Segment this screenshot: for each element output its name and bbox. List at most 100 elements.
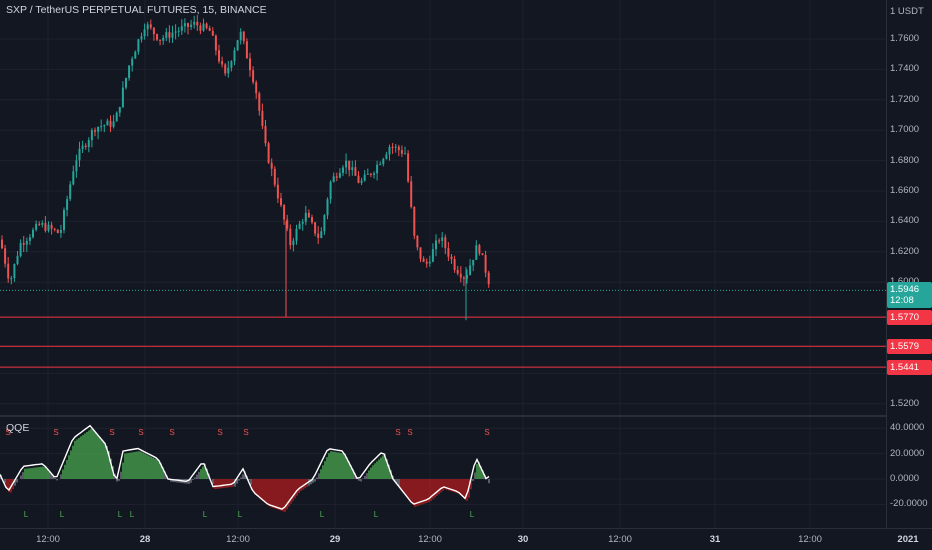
- candle-body: [351, 167, 354, 171]
- candle-body: [146, 24, 149, 30]
- candle-body: [338, 172, 341, 178]
- candle-body: [214, 35, 217, 51]
- sell-signal-marker: S: [395, 428, 400, 437]
- time-tick-label: 30: [517, 534, 529, 545]
- candle-body: [264, 126, 267, 144]
- candle-body: [35, 223, 38, 230]
- time-tick-label: 2021: [897, 534, 919, 545]
- price-tick-label: 1.7400: [890, 63, 920, 75]
- candle-body: [199, 25, 202, 31]
- candle-body: [202, 23, 205, 31]
- candle-body: [475, 245, 478, 260]
- price-pane[interactable]: [0, 0, 886, 416]
- buy-signal-marker: L: [118, 510, 123, 519]
- candle-body: [140, 36, 143, 40]
- qqe-tick-label: 0.0000: [890, 473, 920, 484]
- candle-body: [249, 58, 251, 71]
- symbol-legend: SXP / TetherUS PERPETUAL FUTURES, 15, BI…: [6, 4, 267, 16]
- candle-body: [87, 140, 90, 148]
- candle-body: [190, 24, 193, 28]
- candle-body: [273, 168, 276, 185]
- candle-body: [481, 253, 484, 256]
- price-tick-label: 1.6800: [890, 154, 920, 166]
- candle-body: [236, 40, 239, 51]
- qqe-pane[interactable]: S S S S S S S S S SL L L L L L L L L: [0, 417, 886, 528]
- pane-divider[interactable]: [0, 415, 932, 417]
- candle-body: [419, 247, 422, 259]
- candle-body: [301, 221, 304, 224]
- candle-body: [348, 160, 351, 171]
- candle-body: [484, 255, 487, 273]
- candle-body: [218, 50, 220, 62]
- candle-body: [431, 249, 434, 262]
- sell-signal-marker: S: [138, 428, 143, 437]
- candle-body: [16, 256, 19, 265]
- sell-signal-marker: S: [217, 428, 222, 437]
- candle-body: [261, 110, 264, 127]
- candle-body: [19, 243, 22, 257]
- qqe-tick-label: 40.0000: [890, 422, 925, 434]
- candle-body: [385, 154, 388, 159]
- candle-body: [4, 248, 7, 264]
- candle-body: [47, 224, 50, 231]
- qqe-line: [0, 424, 490, 510]
- candle-body: [90, 130, 93, 141]
- candle-body: [298, 223, 301, 229]
- candle-body: [280, 198, 282, 206]
- time-axis[interactable]: [0, 528, 932, 550]
- candle-body: [314, 222, 317, 234]
- candle-body: [478, 245, 481, 254]
- candle-body: [459, 273, 462, 278]
- level-price-tag: 1.5441: [887, 360, 932, 376]
- candle-body: [211, 30, 214, 36]
- candle-body: [109, 120, 112, 127]
- candle-body: [118, 106, 121, 113]
- candle-body: [128, 65, 131, 79]
- candle-body: [245, 41, 248, 59]
- candle-body: [276, 184, 279, 199]
- candle-body: [224, 64, 227, 74]
- candle-body: [323, 215, 326, 232]
- candle-body: [394, 146, 397, 148]
- candle-body: [152, 27, 155, 35]
- candle-body: [357, 175, 360, 183]
- buy-signal-marker: L: [24, 510, 29, 519]
- sell-signal-marker: S: [5, 428, 10, 437]
- candle-body: [1, 239, 3, 249]
- candle-body: [41, 223, 44, 225]
- candle-body: [125, 78, 127, 88]
- candle-body: [376, 164, 379, 174]
- time-tick-label: 12:00: [226, 534, 250, 545]
- candle-body: [10, 278, 13, 280]
- candle-body: [162, 37, 165, 41]
- candle-body: [81, 145, 84, 149]
- candle-body: [453, 259, 456, 270]
- candle-body: [22, 243, 25, 245]
- candle-body: [329, 181, 332, 200]
- candle-body: [373, 173, 375, 175]
- candle-body: [332, 176, 335, 182]
- candle-body: [447, 248, 450, 257]
- candle-body: [404, 153, 406, 155]
- candle-body: [69, 184, 72, 200]
- candle-body: [156, 34, 158, 40]
- candle-body: [230, 61, 233, 68]
- price-tick-label: 1.6400: [890, 215, 920, 227]
- candle-body: [320, 231, 323, 238]
- current-price-tag: 1.5946 12:08: [887, 282, 932, 309]
- candle-body: [388, 146, 391, 155]
- sell-signal-marker: S: [169, 428, 174, 437]
- time-tick-label: 12:00: [36, 534, 60, 545]
- candle-body: [335, 176, 338, 178]
- candle-body: [159, 39, 162, 41]
- price-axis[interactable]: [886, 0, 932, 528]
- sell-signal-marker: S: [484, 428, 489, 437]
- candle-body: [369, 173, 372, 175]
- candle-body: [400, 150, 403, 154]
- candle-body: [435, 240, 437, 250]
- candle-body: [121, 87, 124, 107]
- qqe-tick-label: 20.0000: [890, 447, 925, 459]
- buy-signal-marker: L: [203, 510, 208, 519]
- candle-body: [13, 264, 16, 279]
